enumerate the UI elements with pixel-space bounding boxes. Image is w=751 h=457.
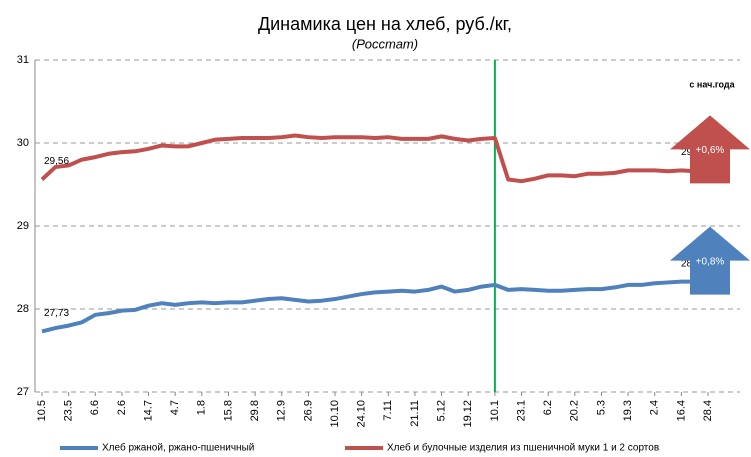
y-tick-label: 27	[17, 386, 29, 398]
change-label: +0,6%	[696, 145, 725, 156]
legend-label: Хлеб ржаной, ржано-пшеничный	[102, 442, 254, 454]
x-tick-label: 10.1	[489, 400, 501, 421]
x-tick-label: 10.5	[36, 400, 48, 421]
change-arrow	[670, 115, 750, 184]
x-tick-label: 7.11	[382, 400, 394, 421]
x-tick-label: 6.2	[542, 400, 554, 415]
data-label: 27,73	[44, 308, 69, 319]
data-label: 29,56	[44, 156, 69, 167]
x-tick-label: 23.5	[63, 400, 75, 421]
chart-subtitle: (Росстат)	[352, 36, 418, 51]
x-tick-label: 21.11	[409, 400, 421, 427]
x-tick-label: 10.10	[329, 400, 341, 428]
x-tick-label: 6.6	[89, 400, 101, 415]
x-tick-label: 1.8	[196, 400, 208, 415]
x-tick-label: 23.1	[515, 400, 527, 421]
x-tick-label: 24.10	[356, 400, 368, 428]
y-tick-label: 31	[17, 54, 29, 66]
change-label: +0,8%	[696, 256, 725, 267]
change-title: с нач.года	[689, 79, 735, 89]
x-tick-label: 15.8	[222, 400, 234, 421]
x-tick-label: 19.12	[462, 400, 474, 428]
series-line	[41, 279, 708, 334]
y-tick-label: 29	[17, 220, 29, 232]
x-tick-label: 12.9	[276, 400, 288, 421]
x-tick-label: 26.9	[302, 400, 314, 421]
x-tick-label: 20.2	[569, 400, 581, 421]
change-arrow	[670, 226, 750, 295]
x-tick-label: 5.3	[595, 400, 607, 415]
x-tick-label: 16.4	[675, 400, 687, 421]
x-tick-label: 2.6	[116, 400, 128, 415]
y-tick-label: 28	[17, 303, 29, 315]
y-tick-label: 30	[17, 137, 29, 149]
x-tick-label: 19.3	[622, 400, 634, 421]
x-tick-label: 14.7	[142, 400, 154, 421]
x-tick-label: 4.7	[169, 400, 181, 415]
x-tick-label: 2.4	[649, 400, 661, 415]
legend-label: Хлеб и булочные изделия из пшеничной мук…	[387, 442, 659, 454]
x-tick-label: 5.12	[436, 400, 448, 421]
x-tick-label: 28.4	[702, 400, 714, 421]
x-tick-label: 29.8	[249, 400, 261, 421]
chart-title: Динамика цен на хлеб, руб./кг,	[258, 14, 512, 34]
series-line	[40, 133, 709, 184]
